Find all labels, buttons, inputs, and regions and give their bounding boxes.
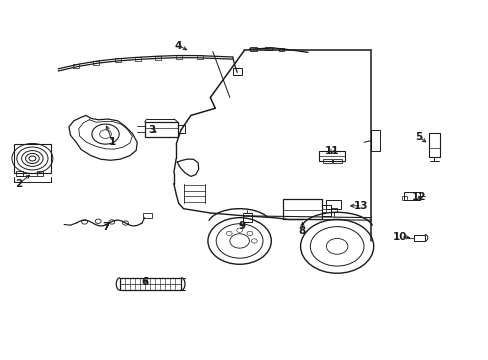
Bar: [175, 55, 181, 59]
Bar: [332, 159, 341, 163]
Bar: [115, 58, 121, 62]
Bar: [232, 68, 241, 75]
Bar: [196, 55, 202, 59]
Text: 12: 12: [411, 192, 426, 202]
Bar: [143, 213, 152, 218]
Bar: [413, 234, 424, 241]
Bar: [401, 196, 406, 200]
Text: 5: 5: [415, 132, 422, 142]
Bar: [370, 130, 379, 151]
Bar: [326, 201, 340, 210]
Bar: [250, 47, 257, 51]
Bar: [14, 144, 51, 173]
Bar: [177, 126, 185, 134]
Text: 11: 11: [325, 145, 339, 156]
Bar: [404, 192, 419, 200]
Bar: [282, 199, 321, 219]
Text: 6: 6: [141, 277, 148, 287]
Bar: [321, 209, 326, 212]
Bar: [318, 151, 345, 161]
Bar: [428, 134, 439, 157]
Bar: [135, 57, 141, 60]
Bar: [321, 205, 330, 216]
Bar: [16, 171, 22, 176]
Bar: [120, 278, 181, 290]
Bar: [37, 171, 43, 176]
Bar: [322, 159, 331, 163]
Bar: [144, 122, 177, 137]
Text: 1: 1: [109, 138, 116, 147]
Bar: [278, 48, 284, 51]
Text: 3: 3: [148, 125, 155, 135]
Text: 10: 10: [392, 232, 407, 242]
Bar: [93, 61, 99, 64]
Bar: [264, 46, 271, 50]
Text: 8: 8: [298, 226, 305, 236]
Text: 7: 7: [102, 222, 109, 231]
Text: 2: 2: [16, 179, 23, 189]
Text: 13: 13: [353, 201, 368, 211]
Bar: [73, 64, 79, 68]
Bar: [155, 56, 160, 59]
Bar: [330, 208, 336, 212]
Text: 4: 4: [175, 41, 182, 50]
Text: 9: 9: [238, 221, 245, 230]
Bar: [243, 213, 251, 222]
